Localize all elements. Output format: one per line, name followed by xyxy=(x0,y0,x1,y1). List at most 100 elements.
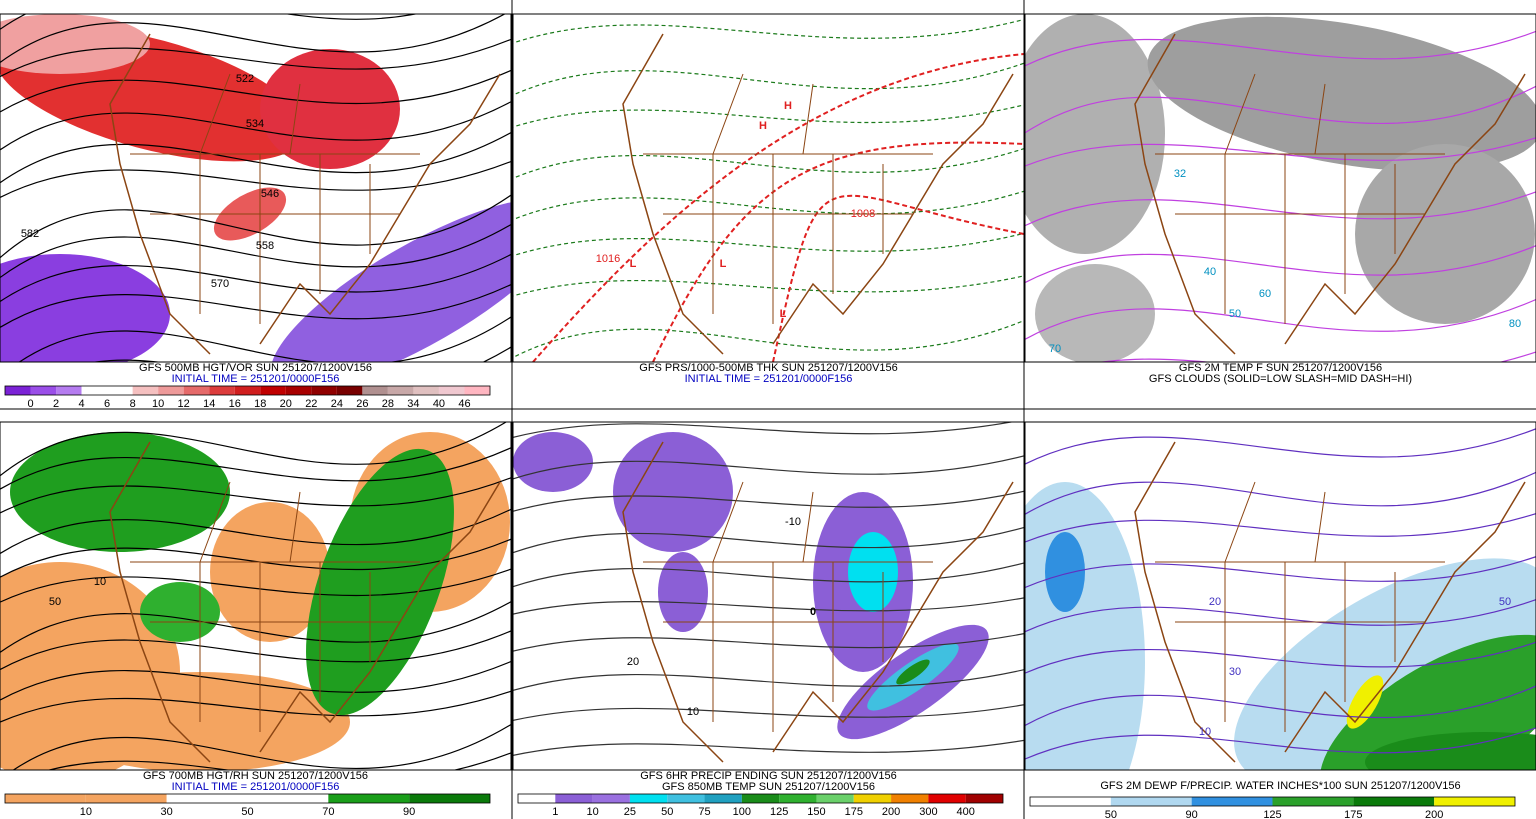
contour-line xyxy=(513,18,1024,44)
colorbar-label: 10 xyxy=(152,398,164,410)
contour-line xyxy=(513,455,1024,480)
shaded-region xyxy=(848,532,898,612)
map-panel: 582 570 558 546 534 522 xyxy=(0,14,511,362)
map-label: H xyxy=(759,120,767,132)
contour-line xyxy=(513,319,1024,359)
colorbar-swatch xyxy=(328,794,410,803)
colorbar-frame xyxy=(1029,796,1516,807)
colorbar-swatch xyxy=(362,386,388,395)
contour-line xyxy=(513,704,1024,722)
contour-line xyxy=(0,630,511,671)
shaded-region xyxy=(1346,675,1384,729)
colorbar-swatch xyxy=(85,794,167,803)
colorbar-swatch xyxy=(183,386,210,395)
colorbar-label: 46 xyxy=(458,398,470,410)
colorbar-label: 90 xyxy=(403,806,415,818)
colorbar-swatch xyxy=(965,794,1003,803)
contour-line xyxy=(0,538,511,579)
map-panel: L L L H H 1016 1008 xyxy=(513,14,1024,362)
colorbar-label: 50 xyxy=(661,806,673,818)
colorbar-label: 400 xyxy=(957,806,975,818)
contour-line xyxy=(0,600,511,654)
colorbar-label: 150 xyxy=(807,806,825,818)
map-background xyxy=(513,14,1024,362)
colorbar-swatch xyxy=(260,386,286,395)
contour-line xyxy=(0,69,511,113)
map-panel: 50 30 20 10 xyxy=(1025,422,1536,770)
coastline xyxy=(109,33,501,355)
colorbar-swatch xyxy=(107,386,133,395)
contour-line xyxy=(513,147,1024,180)
colorbar-label: 16 xyxy=(229,398,241,410)
colorbar-swatch xyxy=(438,386,465,395)
shaded-region xyxy=(513,432,593,492)
colorbar-swatch xyxy=(30,386,57,395)
contour-line xyxy=(1025,191,1536,227)
contour-line xyxy=(1025,685,1536,727)
colorbar-swatch xyxy=(555,794,593,803)
colorbar-label: 26 xyxy=(356,398,368,410)
map-label: 20 xyxy=(627,656,639,668)
colorbar-label: 20 xyxy=(280,398,292,410)
shaded-region xyxy=(260,49,400,169)
colorbar-swatch xyxy=(667,794,705,803)
contour-line xyxy=(18,316,511,362)
thickness-line xyxy=(652,141,1024,362)
map-label: 0 xyxy=(810,606,816,618)
colorbar-label: 8 xyxy=(130,398,136,410)
map-label: 20 xyxy=(1209,596,1221,608)
shaded-region xyxy=(1365,732,1536,770)
shaded-region xyxy=(0,254,170,362)
caption: GFS 6HR PRECIP ENDING SUN 251207/1200V15… xyxy=(640,770,897,782)
colorbar-swatch xyxy=(704,794,742,803)
contour-line xyxy=(0,160,511,199)
contour-line xyxy=(513,668,1024,692)
colorbar-label: 28 xyxy=(382,398,394,410)
thickness-line xyxy=(532,53,1024,362)
colorbar-frame xyxy=(517,793,1004,804)
contour-line xyxy=(1025,244,1536,284)
contour-line xyxy=(513,232,1024,257)
map-label: 50 xyxy=(1499,596,1511,608)
colorbar-label: 30 xyxy=(161,806,173,818)
colorbar-label: 175 xyxy=(1344,809,1362,819)
colorbar-swatch xyxy=(209,386,235,395)
contour-line xyxy=(0,446,511,491)
colorbar-swatch xyxy=(413,386,439,395)
contour-line xyxy=(0,223,511,279)
map-label: 1016 xyxy=(596,253,620,265)
caption: GFS 500MB HGT/VOR SUN 251207/1200V156 xyxy=(139,362,372,374)
map-frame xyxy=(1024,421,1536,771)
border-line xyxy=(130,481,420,732)
map-label: 70 xyxy=(1049,343,1061,355)
colorbar-label: 18 xyxy=(254,398,266,410)
contour-line xyxy=(1025,512,1536,543)
colorbar-label: 25 xyxy=(624,806,636,818)
border-line xyxy=(130,73,420,324)
caption: INITIAL TIME = 251201/0000F156 xyxy=(172,373,340,385)
map-frame xyxy=(1024,13,1536,363)
colorbar-swatch xyxy=(592,794,630,803)
border-line xyxy=(643,481,933,732)
colorbar-swatch xyxy=(1353,797,1435,806)
map-label: -10 xyxy=(785,516,801,528)
caption: GFS 700MB HGT/RH SUN 251207/1200V156 xyxy=(143,770,368,782)
colorbar-label: 200 xyxy=(1425,809,1443,819)
contour-line xyxy=(1025,727,1536,760)
map-panel: -10 0 10 20 xyxy=(513,422,1024,770)
map-label: 10 xyxy=(687,706,699,718)
colorbar-swatch xyxy=(5,794,86,803)
colorbar-label: 1 xyxy=(552,806,558,818)
contour-line xyxy=(1025,641,1536,674)
shaded-region xyxy=(1045,532,1085,612)
colorbar-frame xyxy=(4,385,491,396)
contour-line xyxy=(1025,136,1536,167)
map-frame xyxy=(512,421,1025,771)
shaded-region xyxy=(10,432,230,552)
colorbar-label: 200 xyxy=(882,806,900,818)
border-line xyxy=(643,73,933,324)
map-panel: 5010282294306 xyxy=(0,422,511,770)
colorbar-label: 70 xyxy=(322,806,334,818)
colorbar-label: 50 xyxy=(1105,809,1117,819)
colorbar-swatch xyxy=(247,794,329,803)
